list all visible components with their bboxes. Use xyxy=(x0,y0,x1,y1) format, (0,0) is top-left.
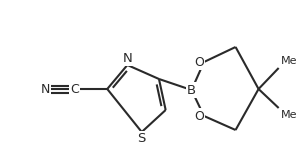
Text: C: C xyxy=(70,83,79,95)
Text: Me: Me xyxy=(281,110,297,120)
Text: B: B xyxy=(187,83,196,97)
Text: O: O xyxy=(194,55,204,69)
Text: N: N xyxy=(41,83,50,95)
Text: Me: Me xyxy=(281,56,297,66)
Text: N: N xyxy=(122,52,132,65)
Text: O: O xyxy=(194,109,204,122)
Text: S: S xyxy=(138,132,146,145)
